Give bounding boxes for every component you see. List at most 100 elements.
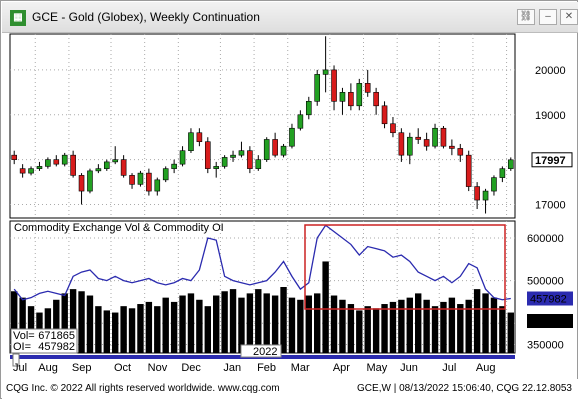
candle-body <box>171 163 177 169</box>
volume-bar <box>154 306 161 353</box>
volume-bar <box>246 293 254 353</box>
volume-bar <box>499 306 506 353</box>
month-label: Jan <box>223 362 241 374</box>
volume-panel-title: Commodity Exchange Vol & Commodity OI <box>14 222 224 234</box>
volume-bar <box>78 291 85 353</box>
readout-label: OI= <box>13 341 31 353</box>
title-bar[interactable]: ▦ GCE - Gold (Globex), Weekly Continuati… <box>2 2 578 33</box>
candle-body <box>247 150 253 169</box>
scroll-handle <box>12 353 20 367</box>
volume-bar <box>162 297 169 353</box>
month-label: Nov <box>148 362 168 374</box>
month-label: Dec <box>181 362 201 374</box>
volume-bar <box>187 293 195 353</box>
price-tick-label: 19000 <box>535 110 566 122</box>
minimize-icon[interactable]: – <box>539 9 557 25</box>
volume-bar <box>271 295 279 353</box>
volume-tick-label: 500000 <box>527 276 564 288</box>
volume-bar <box>381 304 388 353</box>
month-label: Jun <box>400 362 418 374</box>
oi-tag-box <box>527 291 573 306</box>
volume-bar <box>465 299 472 353</box>
readout-box <box>10 328 78 354</box>
price-panel <box>9 33 516 219</box>
month-label: Apr <box>333 362 350 374</box>
month-label: Jul <box>13 362 27 374</box>
volume-bar <box>196 299 203 353</box>
candle-body <box>179 150 186 165</box>
candle-body <box>255 159 262 169</box>
volume-bar <box>103 310 110 353</box>
candle-body <box>474 186 480 201</box>
volume-bar <box>431 306 439 353</box>
candle-body <box>19 168 26 174</box>
candle-body <box>432 127 438 147</box>
volume-bar <box>482 293 489 353</box>
volume-bar <box>170 301 178 353</box>
candle-body <box>70 154 76 176</box>
last-price-tag: 17997 <box>535 155 566 167</box>
candle-body <box>331 69 337 102</box>
candle-body <box>390 123 396 134</box>
volume-bar <box>179 295 186 353</box>
month-label: Jul <box>442 362 456 374</box>
candle-body <box>103 161 110 169</box>
candle-body <box>154 179 161 192</box>
candle-body <box>28 168 34 174</box>
volume-bar <box>389 301 397 353</box>
link-icon[interactable]: ⛓ <box>517 9 535 25</box>
volume-tick-label: 350000 <box>527 339 564 351</box>
candle-body <box>146 172 152 192</box>
candle-body <box>263 139 270 160</box>
month-label: Mar <box>291 362 310 374</box>
year-label: 2022 <box>253 346 277 358</box>
candle-body <box>137 172 144 185</box>
price-tick-label: 17000 <box>535 200 566 212</box>
volume-bar <box>356 310 363 353</box>
volume-bar <box>364 306 371 353</box>
candle-body <box>339 92 346 102</box>
volume-bar <box>490 297 498 353</box>
candle-body <box>398 132 405 156</box>
candle-body <box>482 190 489 201</box>
candle-body <box>297 114 304 129</box>
candle-body <box>322 69 329 75</box>
readout-value: 457982 <box>38 341 75 353</box>
volume-bar <box>440 301 447 353</box>
month-label: May <box>367 362 388 374</box>
close-icon[interactable]: ✕ <box>560 9 578 25</box>
volume-bar <box>372 308 380 353</box>
volume-bar <box>137 304 144 353</box>
volume-bar <box>280 287 287 353</box>
chart-area[interactable]: 1700018000190002000017997350000400000500… <box>1 1 579 379</box>
candle-body <box>61 154 68 165</box>
candle-body <box>415 136 422 140</box>
candle-body <box>507 159 514 169</box>
candle-body <box>440 127 447 147</box>
readout-label: Vol= <box>13 330 35 342</box>
volume-bar <box>288 297 296 353</box>
year-label-box <box>240 344 282 358</box>
candle-body <box>280 145 287 156</box>
volume-bar <box>11 291 18 353</box>
open-interest-line <box>13 224 511 301</box>
candle-body <box>95 168 102 172</box>
volume-bar <box>330 295 338 353</box>
candle-body <box>204 141 211 169</box>
candle-body <box>465 154 472 187</box>
volume-bar <box>95 306 102 353</box>
candle-body <box>221 157 228 167</box>
candle-body <box>499 168 506 178</box>
volume-bar <box>305 295 312 353</box>
volume-bar <box>507 312 514 353</box>
cqg-chart-icon: ▦ <box>10 10 26 26</box>
month-label: Feb <box>257 362 276 374</box>
volume-bar <box>423 299 430 353</box>
candle-body <box>230 154 236 158</box>
candle-body <box>305 101 312 116</box>
month-label: Aug <box>476 362 496 374</box>
volume-bar <box>204 306 211 353</box>
volume-bar <box>120 306 127 353</box>
candle-body <box>491 177 497 192</box>
